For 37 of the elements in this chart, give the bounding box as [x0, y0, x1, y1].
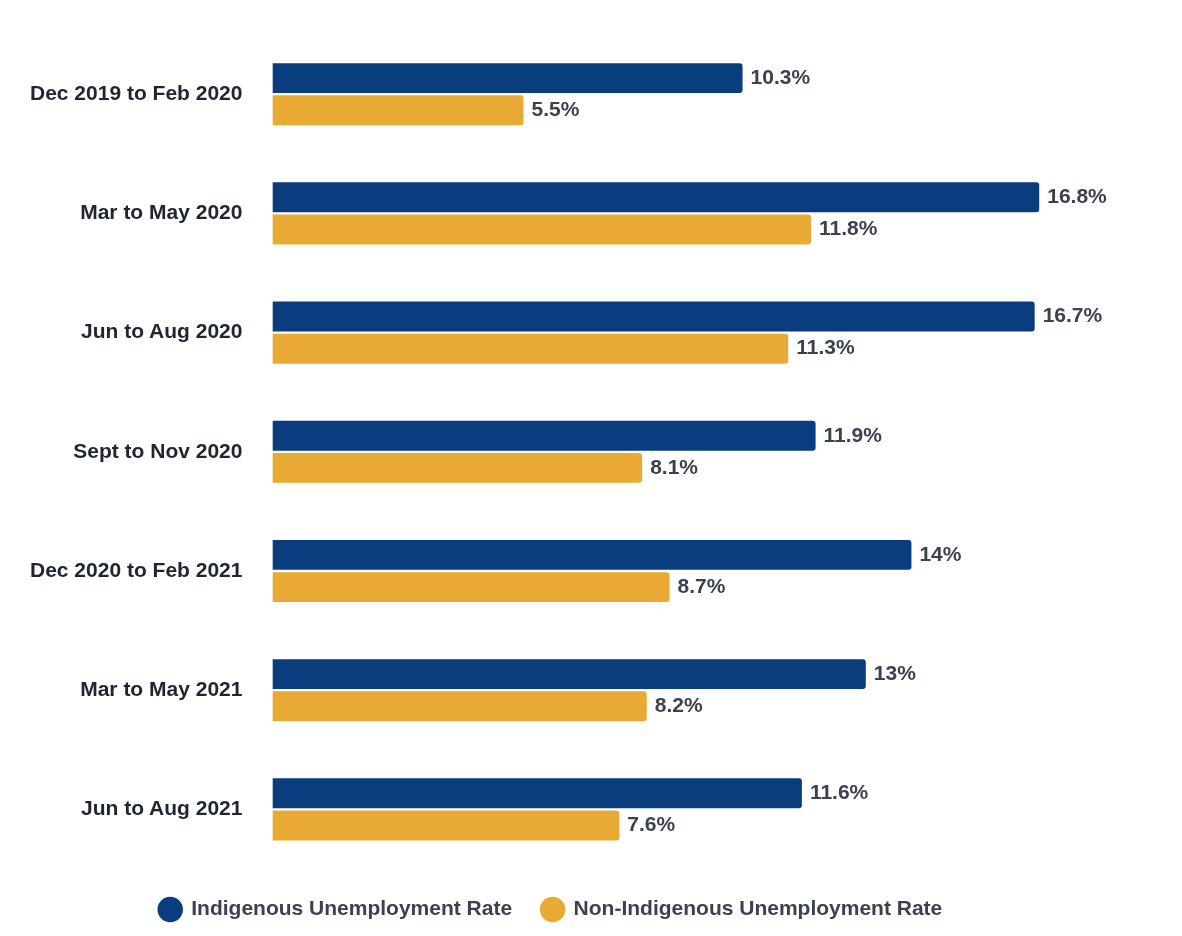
bar [272, 810, 620, 841]
bar [272, 572, 670, 603]
bar [272, 95, 524, 126]
data-label: 16.8% [1047, 184, 1108, 208]
data-label: 11.9% [823, 422, 883, 446]
y-tick-label: Sept to Nov 2020 [73, 438, 243, 462]
data-label: 11.3% [796, 335, 855, 359]
data-label: 8.1% [650, 454, 699, 478]
data-label: 13% [873, 660, 917, 684]
bar [272, 182, 1040, 213]
bar [272, 333, 789, 364]
bar [272, 214, 812, 245]
bar [272, 691, 647, 722]
bar [272, 63, 743, 94]
data-label: 5.5% [531, 97, 580, 121]
bar [272, 659, 866, 690]
y-tick-label: Jun to Aug 2021 [81, 796, 243, 820]
data-label: 8.7% [677, 573, 726, 597]
data-label: 11.8% [819, 216, 878, 240]
bar [272, 778, 802, 809]
y-tick-label: Mar to May 2021 [80, 677, 243, 700]
bar [272, 420, 816, 451]
y-tick-label: Mar to May 2020 [80, 200, 243, 224]
bar [272, 301, 1035, 332]
data-label: 7.6% [627, 812, 676, 836]
data-label: 10.3% [750, 64, 811, 88]
data-label: 11.6% [809, 780, 869, 804]
legend-label: Non-Indigenous Unemployment Rate [573, 896, 943, 920]
bar [272, 452, 643, 483]
data-label: 16.7% [1042, 303, 1103, 327]
legend-label: Indigenous Unemployment Rate [191, 896, 513, 920]
data-label: 14% [919, 541, 962, 565]
y-tick-label: Jun to Aug 2020 [81, 319, 243, 343]
bar [272, 539, 912, 570]
data-label: 8.2% [654, 693, 703, 717]
y-tick-label: Dec 2020 to Feb 2021 [30, 557, 243, 581]
y-tick-label: Dec 2019 to Feb 2020 [30, 81, 243, 104]
